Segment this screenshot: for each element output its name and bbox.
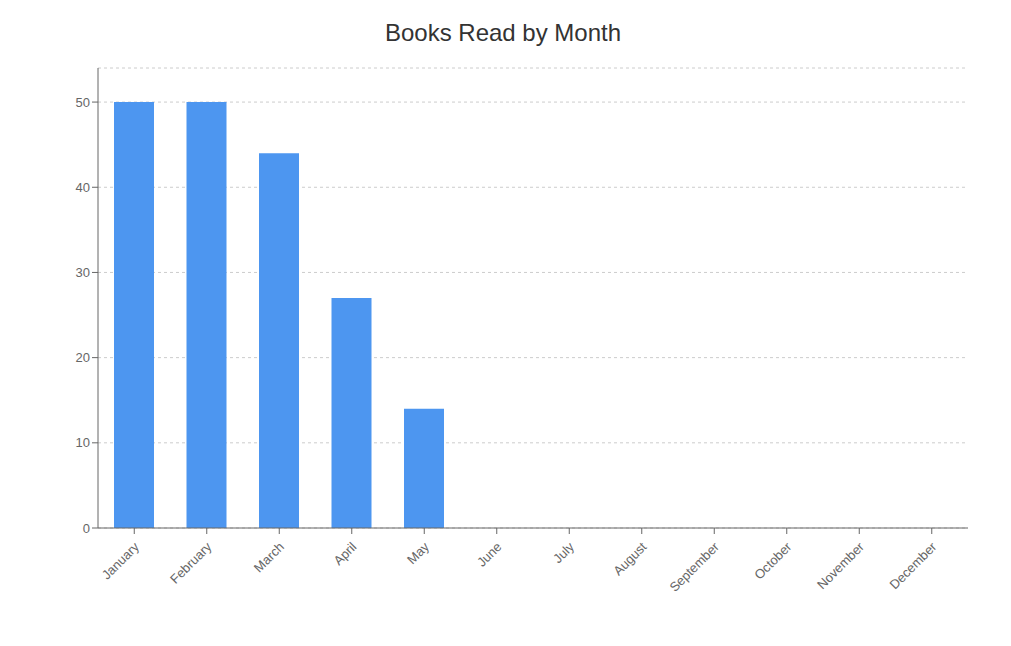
svg-text:0: 0 (83, 521, 90, 536)
svg-text:50: 50 (76, 95, 90, 110)
svg-text:July: July (550, 539, 577, 566)
svg-text:30: 30 (76, 265, 90, 280)
svg-text:20: 20 (76, 350, 90, 365)
svg-text:10: 10 (76, 435, 90, 450)
svg-text:October: October (751, 539, 795, 583)
svg-text:December: December (887, 539, 940, 592)
svg-text:September: September (666, 539, 722, 595)
svg-text:January: January (99, 539, 143, 583)
svg-text:40: 40 (76, 180, 90, 195)
svg-text:June: June (474, 539, 505, 570)
svg-text:August: August (610, 539, 649, 578)
svg-text:May: May (404, 539, 432, 567)
svg-text:March: March (251, 539, 287, 575)
svg-text:February: February (167, 539, 215, 587)
svg-text:November: November (814, 539, 867, 592)
svg-text:April: April (331, 539, 360, 568)
html-text:Books Read by Month: Books Read by Month (384, 19, 622, 46)
